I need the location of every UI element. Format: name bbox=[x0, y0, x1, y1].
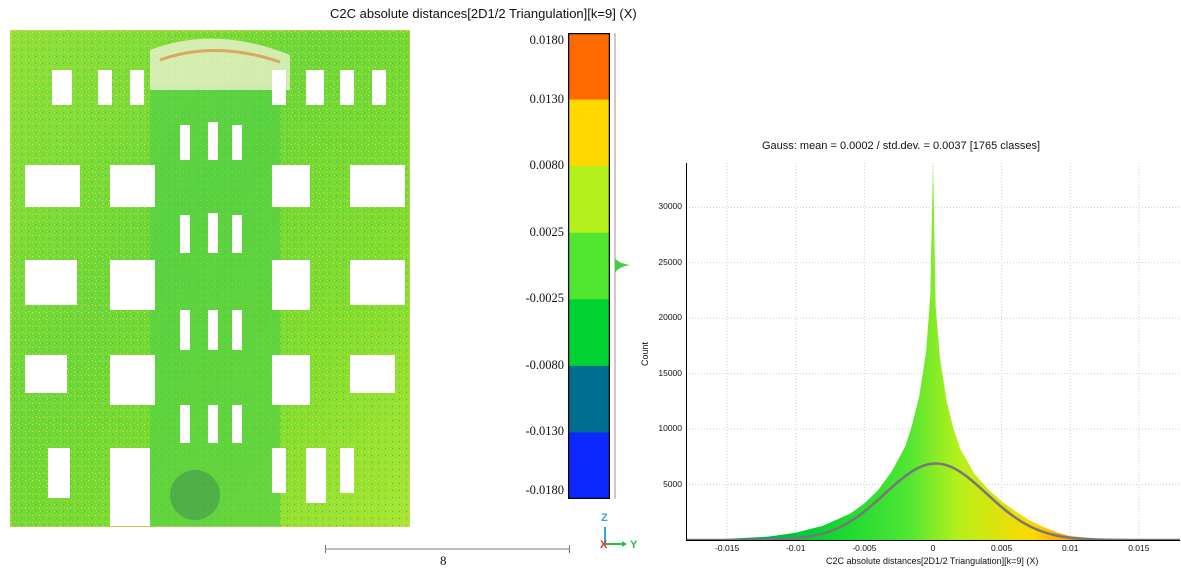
y-tick-label: 5000 bbox=[663, 478, 682, 489]
x-tick-label: -0.015 bbox=[715, 543, 740, 553]
y-tick-label: 30000 bbox=[658, 201, 682, 212]
y-tick-label: 20000 bbox=[658, 312, 682, 323]
histogram-x-axis-label: C2C absolute distances[2D1/2 Triangulati… bbox=[826, 556, 1039, 566]
color-scale-label: -0.0025 bbox=[525, 291, 564, 306]
histogram-bars bbox=[686, 163, 1180, 540]
y-tick-label: 25000 bbox=[658, 256, 682, 267]
color-scale-label: 0.0025 bbox=[529, 224, 564, 239]
color-scale-band bbox=[569, 299, 609, 367]
x-tick-label: 0 bbox=[930, 543, 936, 553]
color-scale-band bbox=[569, 33, 609, 101]
color-scale-label: 0.0130 bbox=[529, 91, 564, 106]
scale-histogram-overlay bbox=[612, 33, 632, 499]
axis-x-label: X bbox=[600, 539, 608, 551]
color-scale-label: -0.0080 bbox=[525, 357, 564, 372]
color-scale-label: -0.0130 bbox=[525, 424, 564, 439]
point-cloud-canvas[interactable] bbox=[9, 29, 411, 528]
x-tick-label: 0.005 bbox=[990, 543, 1013, 553]
histogram-chart bbox=[685, 163, 1180, 542]
cloud-view-title: C2C absolute distances[2D1/2 Triangulati… bbox=[330, 6, 637, 21]
gauss-curve bbox=[685, 462, 1180, 542]
axis-triad-icon bbox=[595, 512, 645, 557]
building-facade-pointcloud bbox=[9, 29, 411, 528]
color-scale-band bbox=[569, 166, 609, 234]
x-tick-label: 0.015 bbox=[1128, 543, 1150, 553]
histogram-plot bbox=[685, 163, 1180, 542]
axis-y-label: Y bbox=[630, 539, 638, 551]
y-tick-label: 10000 bbox=[658, 423, 682, 434]
x-tick-label: -0.01 bbox=[786, 543, 806, 553]
color-scale-band bbox=[569, 99, 609, 167]
color-scale-label: 0.0180 bbox=[529, 33, 564, 47]
color-scale-band bbox=[569, 365, 609, 433]
scale-ruler-label: 8 bbox=[440, 553, 447, 568]
histogram-title: Gauss: mean = 0.0002 / std.dev. = 0.0037… bbox=[762, 140, 1041, 152]
color-scale-bar bbox=[567, 32, 611, 500]
y-tick-label: 15000 bbox=[658, 367, 682, 378]
color-scale-label: -0.0180 bbox=[525, 483, 564, 497]
scale-ruler bbox=[325, 540, 570, 553]
color-scale-band bbox=[569, 432, 609, 500]
histogram-y-axis-label: Count bbox=[640, 341, 650, 366]
x-tick-label: 0.01 bbox=[1061, 543, 1079, 553]
color-scale-label: 0.0080 bbox=[529, 158, 564, 173]
color-scale-band bbox=[569, 232, 609, 300]
axis-z-label: Z bbox=[601, 512, 608, 524]
x-tick-label: -0.005 bbox=[852, 543, 877, 553]
